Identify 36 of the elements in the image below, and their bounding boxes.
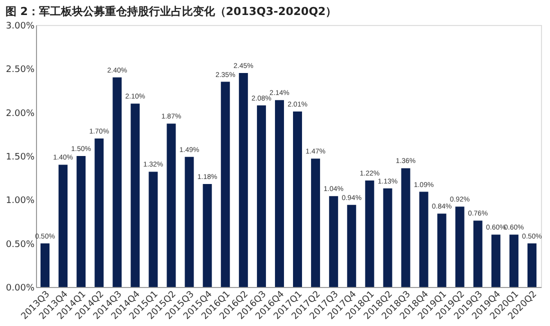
- bar: [112, 77, 122, 287]
- bar: [401, 168, 410, 287]
- bar: [329, 196, 338, 287]
- chart-title: 图 2：军工板块公募重仓持股行业占比变化（2013Q3-2020Q2）: [5, 5, 337, 18]
- y-tick-label: 0.50%: [6, 240, 35, 250]
- y-tick-label: 3.00%: [6, 22, 35, 32]
- y-tick-label: 0.00%: [6, 284, 35, 294]
- bar: [202, 184, 212, 287]
- bar: [437, 214, 446, 287]
- bar: [148, 172, 158, 287]
- bar: [365, 180, 374, 287]
- bar: [527, 243, 536, 287]
- bar: [383, 188, 392, 287]
- bar: [40, 243, 50, 287]
- bar: [347, 204, 356, 287]
- y-tick-label: 1.00%: [6, 196, 35, 206]
- y-tick-label: 1.50%: [6, 152, 35, 162]
- bar: [184, 156, 194, 287]
- bar: [311, 158, 320, 287]
- bar: [130, 104, 140, 287]
- bar: [509, 234, 518, 287]
- bar: [455, 206, 464, 287]
- y-tick-label: 2.50%: [6, 65, 35, 76]
- bar: [58, 164, 68, 287]
- bar: [94, 138, 104, 287]
- bar: [491, 234, 500, 287]
- bar: [166, 124, 176, 287]
- bar: [220, 82, 230, 287]
- bar: [238, 73, 248, 287]
- bar: [473, 220, 482, 287]
- bar: [274, 100, 284, 287]
- bar: [419, 192, 428, 287]
- bar: [293, 111, 302, 287]
- y-tick-label: 2.00%: [6, 108, 35, 119]
- bar: [76, 156, 86, 287]
- bar: [256, 105, 266, 287]
